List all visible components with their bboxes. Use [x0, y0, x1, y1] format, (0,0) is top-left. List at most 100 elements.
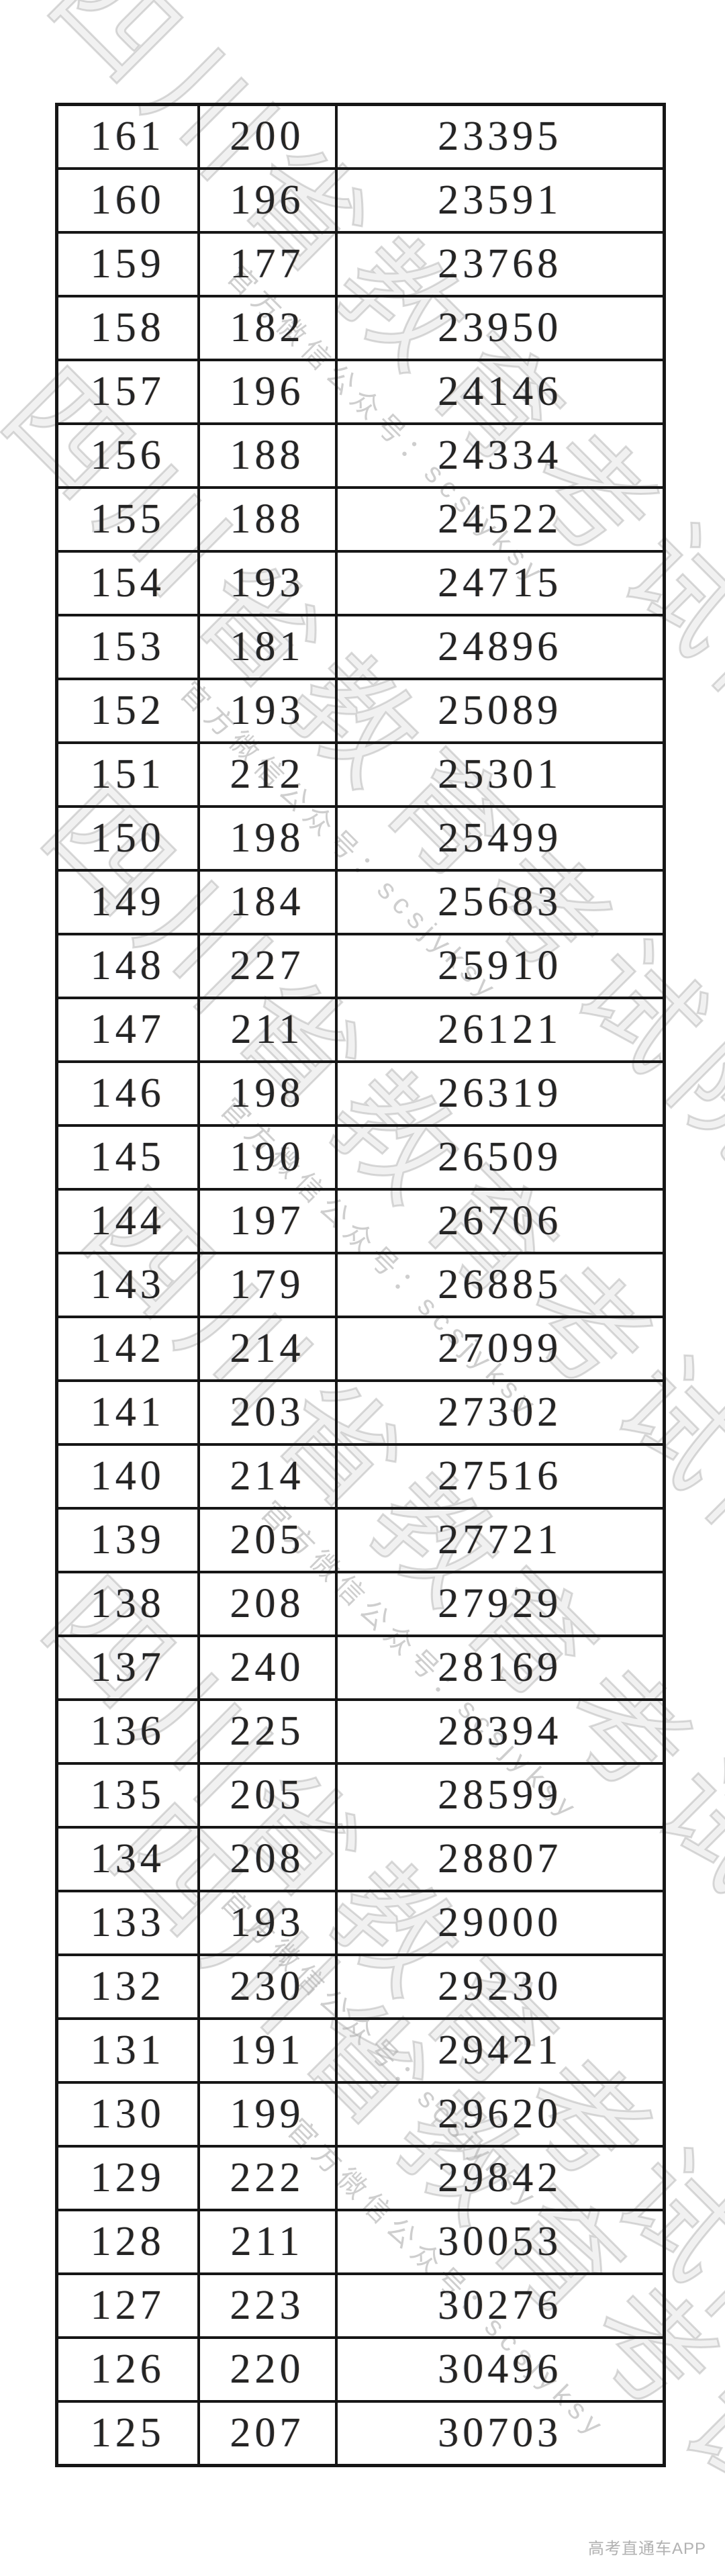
count-cell: 212	[197, 741, 338, 808]
cumulative-cell: 30703	[334, 2400, 666, 2467]
score-cell: 154	[55, 550, 200, 616]
count-cell: 191	[197, 2017, 338, 2084]
cumulative-cell: 26706	[334, 1188, 666, 1254]
table-row: 150 198 25499	[55, 805, 666, 872]
cumulative-cell: 25301	[334, 741, 666, 808]
table-row: 147 211 26121	[55, 997, 666, 1063]
cumulative-cell: 26319	[334, 1060, 666, 1127]
cumulative-cell: 27929	[334, 1571, 666, 1637]
table-row: 146 198 26319	[55, 1060, 666, 1127]
cumulative-cell: 28599	[334, 1762, 666, 1829]
score-cell: 138	[55, 1571, 200, 1637]
count-cell: 230	[197, 1953, 338, 2020]
table-row: 141 203 27302	[55, 1379, 666, 1446]
score-cell: 129	[55, 2145, 200, 2211]
table-row: 136 225 28394	[55, 1698, 666, 1765]
score-cell: 145	[55, 1124, 200, 1191]
count-cell: 197	[197, 1188, 338, 1254]
table-row: 138 208 27929	[55, 1571, 666, 1637]
cumulative-cell: 23591	[334, 167, 666, 234]
table-row: 151 212 25301	[55, 741, 666, 808]
score-cell: 146	[55, 1060, 200, 1127]
cumulative-cell: 28394	[334, 1698, 666, 1765]
score-cell: 128	[55, 2209, 200, 2275]
cumulative-cell: 29421	[334, 2017, 666, 2084]
cumulative-cell: 23950	[334, 295, 666, 361]
table-row: 137 240 28169	[55, 1635, 666, 1701]
count-cell: 179	[197, 1252, 338, 1318]
count-cell: 182	[197, 295, 338, 361]
score-cell: 134	[55, 1826, 200, 1892]
cumulative-cell: 27099	[334, 1316, 666, 1382]
score-cell: 157	[55, 359, 200, 425]
count-cell: 188	[197, 422, 338, 489]
score-cell: 132	[55, 1953, 200, 2020]
count-cell: 208	[197, 1571, 338, 1637]
cumulative-cell: 27302	[334, 1379, 666, 1446]
score-cell: 127	[55, 2272, 200, 2339]
table-row: 139 205 27721	[55, 1507, 666, 1573]
count-cell: 200	[197, 103, 338, 170]
score-cell: 148	[55, 933, 200, 999]
count-cell: 205	[197, 1507, 338, 1573]
table-row: 127 223 30276	[55, 2272, 666, 2339]
count-cell: 240	[197, 1635, 338, 1701]
count-cell: 198	[197, 805, 338, 872]
count-cell: 181	[197, 614, 338, 680]
score-cell: 130	[55, 2081, 200, 2148]
score-cell: 151	[55, 741, 200, 808]
table-row: 156 188 24334	[55, 422, 666, 489]
table-row: 142 214 27099	[55, 1316, 666, 1382]
table-row: 155 188 24522	[55, 486, 666, 553]
cumulative-cell: 24896	[334, 614, 666, 680]
score-cell: 155	[55, 486, 200, 553]
table-row: 152 193 25089	[55, 678, 666, 744]
score-cell: 125	[55, 2400, 200, 2467]
cumulative-cell: 25089	[334, 678, 666, 744]
cumulative-cell: 28807	[334, 1826, 666, 1892]
count-cell: 199	[197, 2081, 338, 2148]
cumulative-cell: 29842	[334, 2145, 666, 2211]
table-row: 157 196 24146	[55, 359, 666, 425]
cumulative-cell: 29230	[334, 1953, 666, 2020]
cumulative-cell: 26121	[334, 997, 666, 1063]
table-row: 125 207 30703	[55, 2400, 666, 2467]
count-cell: 188	[197, 486, 338, 553]
score-cell: 142	[55, 1316, 200, 1382]
table-row: 128 211 30053	[55, 2209, 666, 2275]
cumulative-cell: 24522	[334, 486, 666, 553]
score-cell: 150	[55, 805, 200, 872]
cumulative-cell: 27516	[334, 1443, 666, 1510]
table-row: 140 214 27516	[55, 1443, 666, 1510]
count-cell: 208	[197, 1826, 338, 1892]
score-cell: 126	[55, 2336, 200, 2403]
count-cell: 196	[197, 359, 338, 425]
table-row: 158 182 23950	[55, 295, 666, 361]
score-cell: 158	[55, 295, 200, 361]
cumulative-cell: 24715	[334, 550, 666, 616]
table-row: 132 230 29230	[55, 1953, 666, 2020]
table-row: 161 200 23395	[55, 103, 666, 170]
table-row: 131 191 29421	[55, 2017, 666, 2084]
count-cell: 198	[197, 1060, 338, 1127]
count-cell: 193	[197, 678, 338, 744]
cumulative-cell: 25910	[334, 933, 666, 999]
cumulative-cell: 27721	[334, 1507, 666, 1573]
count-cell: 220	[197, 2336, 338, 2403]
score-cell: 156	[55, 422, 200, 489]
score-cell: 149	[55, 869, 200, 935]
score-cell: 131	[55, 2017, 200, 2084]
cumulative-cell: 23395	[334, 103, 666, 170]
cumulative-cell: 25499	[334, 805, 666, 872]
count-cell: 207	[197, 2400, 338, 2467]
score-cell: 147	[55, 997, 200, 1063]
cumulative-cell: 24334	[334, 422, 666, 489]
score-cell: 159	[55, 231, 200, 297]
table-row: 145 190 26509	[55, 1124, 666, 1191]
table-row: 129 222 29842	[55, 2145, 666, 2211]
score-cell: 144	[55, 1188, 200, 1254]
count-cell: 184	[197, 869, 338, 935]
count-cell: 211	[197, 997, 338, 1063]
table-row: 154 193 24715	[55, 550, 666, 616]
